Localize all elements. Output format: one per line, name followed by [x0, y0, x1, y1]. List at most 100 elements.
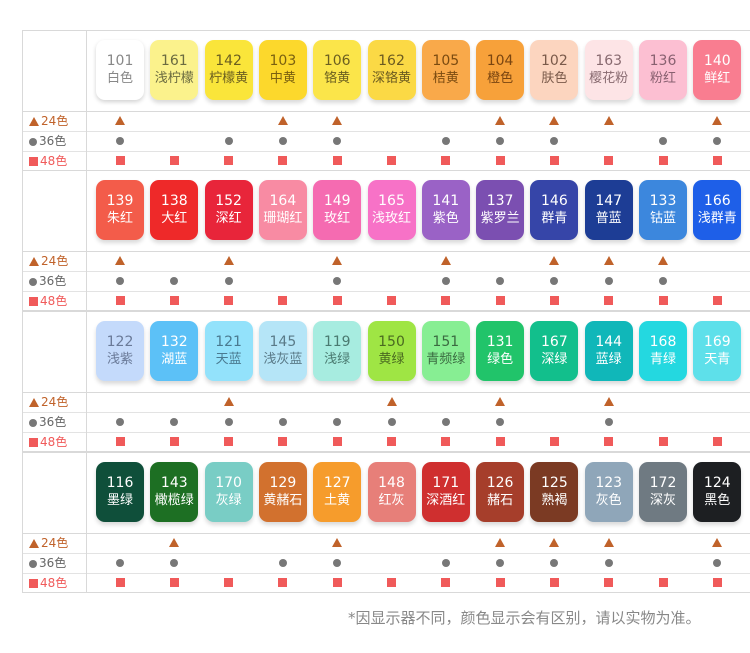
swatch-code: 167 [541, 334, 568, 350]
swatch-code: 125 [541, 475, 568, 491]
color-swatch: 172 深灰 [639, 462, 687, 522]
color-swatch: 163 樱花粉 [584, 40, 633, 100]
swatch-name: 黄赭石 [263, 493, 303, 508]
swatch-name: 浅灰蓝 [263, 352, 303, 367]
square-mark [712, 296, 722, 305]
swatch-name: 墨绿 [106, 493, 133, 508]
set-label: 24色 [29, 251, 68, 271]
square-icon [29, 297, 38, 306]
square-mark [115, 296, 125, 305]
column-divider [86, 131, 87, 151]
square-mark [332, 578, 342, 587]
swatch-code: 122 [106, 334, 134, 350]
set-row-sq: 48色 [23, 151, 750, 171]
set-label-text: 24色 [41, 254, 69, 268]
swatch-name: 浅紫 [106, 352, 133, 367]
triangle-mark [332, 256, 343, 265]
square-mark [115, 578, 125, 587]
triangle-mark [549, 256, 560, 265]
swatch-code: 170 [215, 475, 242, 491]
swatch-name: 紫罗兰 [480, 211, 520, 226]
dot-mark [387, 418, 396, 426]
square-mark [441, 578, 451, 587]
set-label-text: 48色 [40, 435, 68, 449]
color-swatch: 138 大红 [150, 180, 199, 240]
swatch-code: 166 [703, 193, 731, 209]
swatch-name: 熟褐 [541, 493, 568, 508]
triangle-icon [29, 117, 39, 126]
color-swatch: 102 肤色 [530, 40, 579, 100]
color-swatch: 136 粉红 [639, 40, 687, 100]
triangle-mark [495, 538, 506, 547]
color-swatch: 126 赭石 [476, 462, 525, 522]
swatch-code: 121 [215, 334, 242, 350]
square-mark [658, 156, 668, 165]
color-swatch: 165 浅玫红 [367, 180, 416, 240]
swatch-name: 珊瑚红 [263, 211, 303, 226]
set-row-sq: 48色 [23, 573, 750, 593]
swatch-code: 132 [160, 334, 188, 350]
swatch-row: 116 墨绿 143 橄榄绿 170 灰绿 129 黄赭石 127 土黄 148 红灰 171 深酒红 12… [23, 453, 750, 534]
set-row-sq: 48色 [23, 432, 750, 452]
dot-mark [550, 277, 559, 285]
swatch-code: 142 [215, 53, 242, 69]
swatch-code: 149 [323, 193, 351, 209]
column-divider [86, 31, 87, 111]
swatch-code: 164 [269, 193, 297, 209]
set-row-tri: 24色 [23, 392, 750, 413]
set-label-text: 36色 [39, 415, 67, 429]
color-swatch: 171 深酒红 [421, 462, 470, 522]
dot-mark [550, 137, 559, 145]
color-swatch: 151 青频绿 [421, 321, 470, 381]
color-swatch: 122 浅紫 [96, 321, 144, 381]
square-mark [169, 437, 179, 446]
set-label-text: 24色 [41, 114, 69, 128]
column-divider [86, 392, 87, 412]
triangle-mark [603, 256, 614, 265]
square-mark [549, 437, 559, 446]
color-swatch: 145 浅灰蓝 [258, 321, 307, 381]
set-row-sq: 48色 [23, 291, 750, 311]
dot-mark [170, 277, 179, 285]
swatch-name: 玫红 [324, 211, 351, 226]
dot-mark [116, 137, 124, 145]
square-mark [495, 578, 505, 587]
swatch-name: 灰色 [595, 493, 622, 508]
set-label: 24色 [29, 111, 68, 131]
swatch-name: 深酒红 [426, 493, 466, 508]
chart-section: 116 墨绿 143 橄榄绿 170 灰绿 129 黄赭石 127 土黄 148 红灰 171 深酒红 12… [22, 452, 750, 593]
swatch-code: 105 [432, 53, 460, 69]
color-swatch: 125 熟褐 [530, 462, 579, 522]
color-swatch: 166 浅群青 [693, 180, 742, 240]
square-mark [278, 578, 288, 587]
set-row-dot: 36色 [23, 271, 750, 292]
triangle-mark [658, 256, 668, 265]
swatch-code: 144 [595, 334, 623, 350]
square-mark [332, 296, 342, 305]
swatch-name: 橙色 [487, 71, 514, 86]
set-label-text: 36色 [39, 134, 67, 148]
square-mark [441, 437, 451, 446]
color-swatch: 141 紫色 [421, 180, 470, 240]
swatch-name: 天蓝 [215, 352, 242, 367]
color-swatch: 144 蓝绿 [584, 321, 633, 381]
square-mark [278, 156, 288, 165]
set-label: 36色 [29, 131, 66, 151]
dot-mark [604, 559, 613, 567]
square-mark [712, 437, 722, 446]
triangle-mark [386, 397, 397, 406]
swatch-name: 赭石 [487, 493, 514, 508]
square-mark [224, 296, 234, 305]
triangle-mark [603, 116, 614, 125]
triangle-mark [549, 538, 560, 547]
color-swatch: 146 群青 [530, 180, 579, 240]
swatch-code: 137 [486, 193, 514, 209]
square-mark [495, 437, 505, 446]
dot-mark [278, 418, 287, 426]
set-label-text: 24色 [41, 536, 69, 550]
swatch-name: 土黄 [324, 493, 351, 508]
chart-section: 122 浅紫 132 湖蓝 121 天蓝 145 浅灰蓝 119 浅绿 150 黄绿 151 青频绿 131… [22, 311, 750, 452]
dot-mark [116, 418, 124, 426]
triangle-mark [603, 538, 614, 547]
triangle-mark [223, 256, 234, 265]
